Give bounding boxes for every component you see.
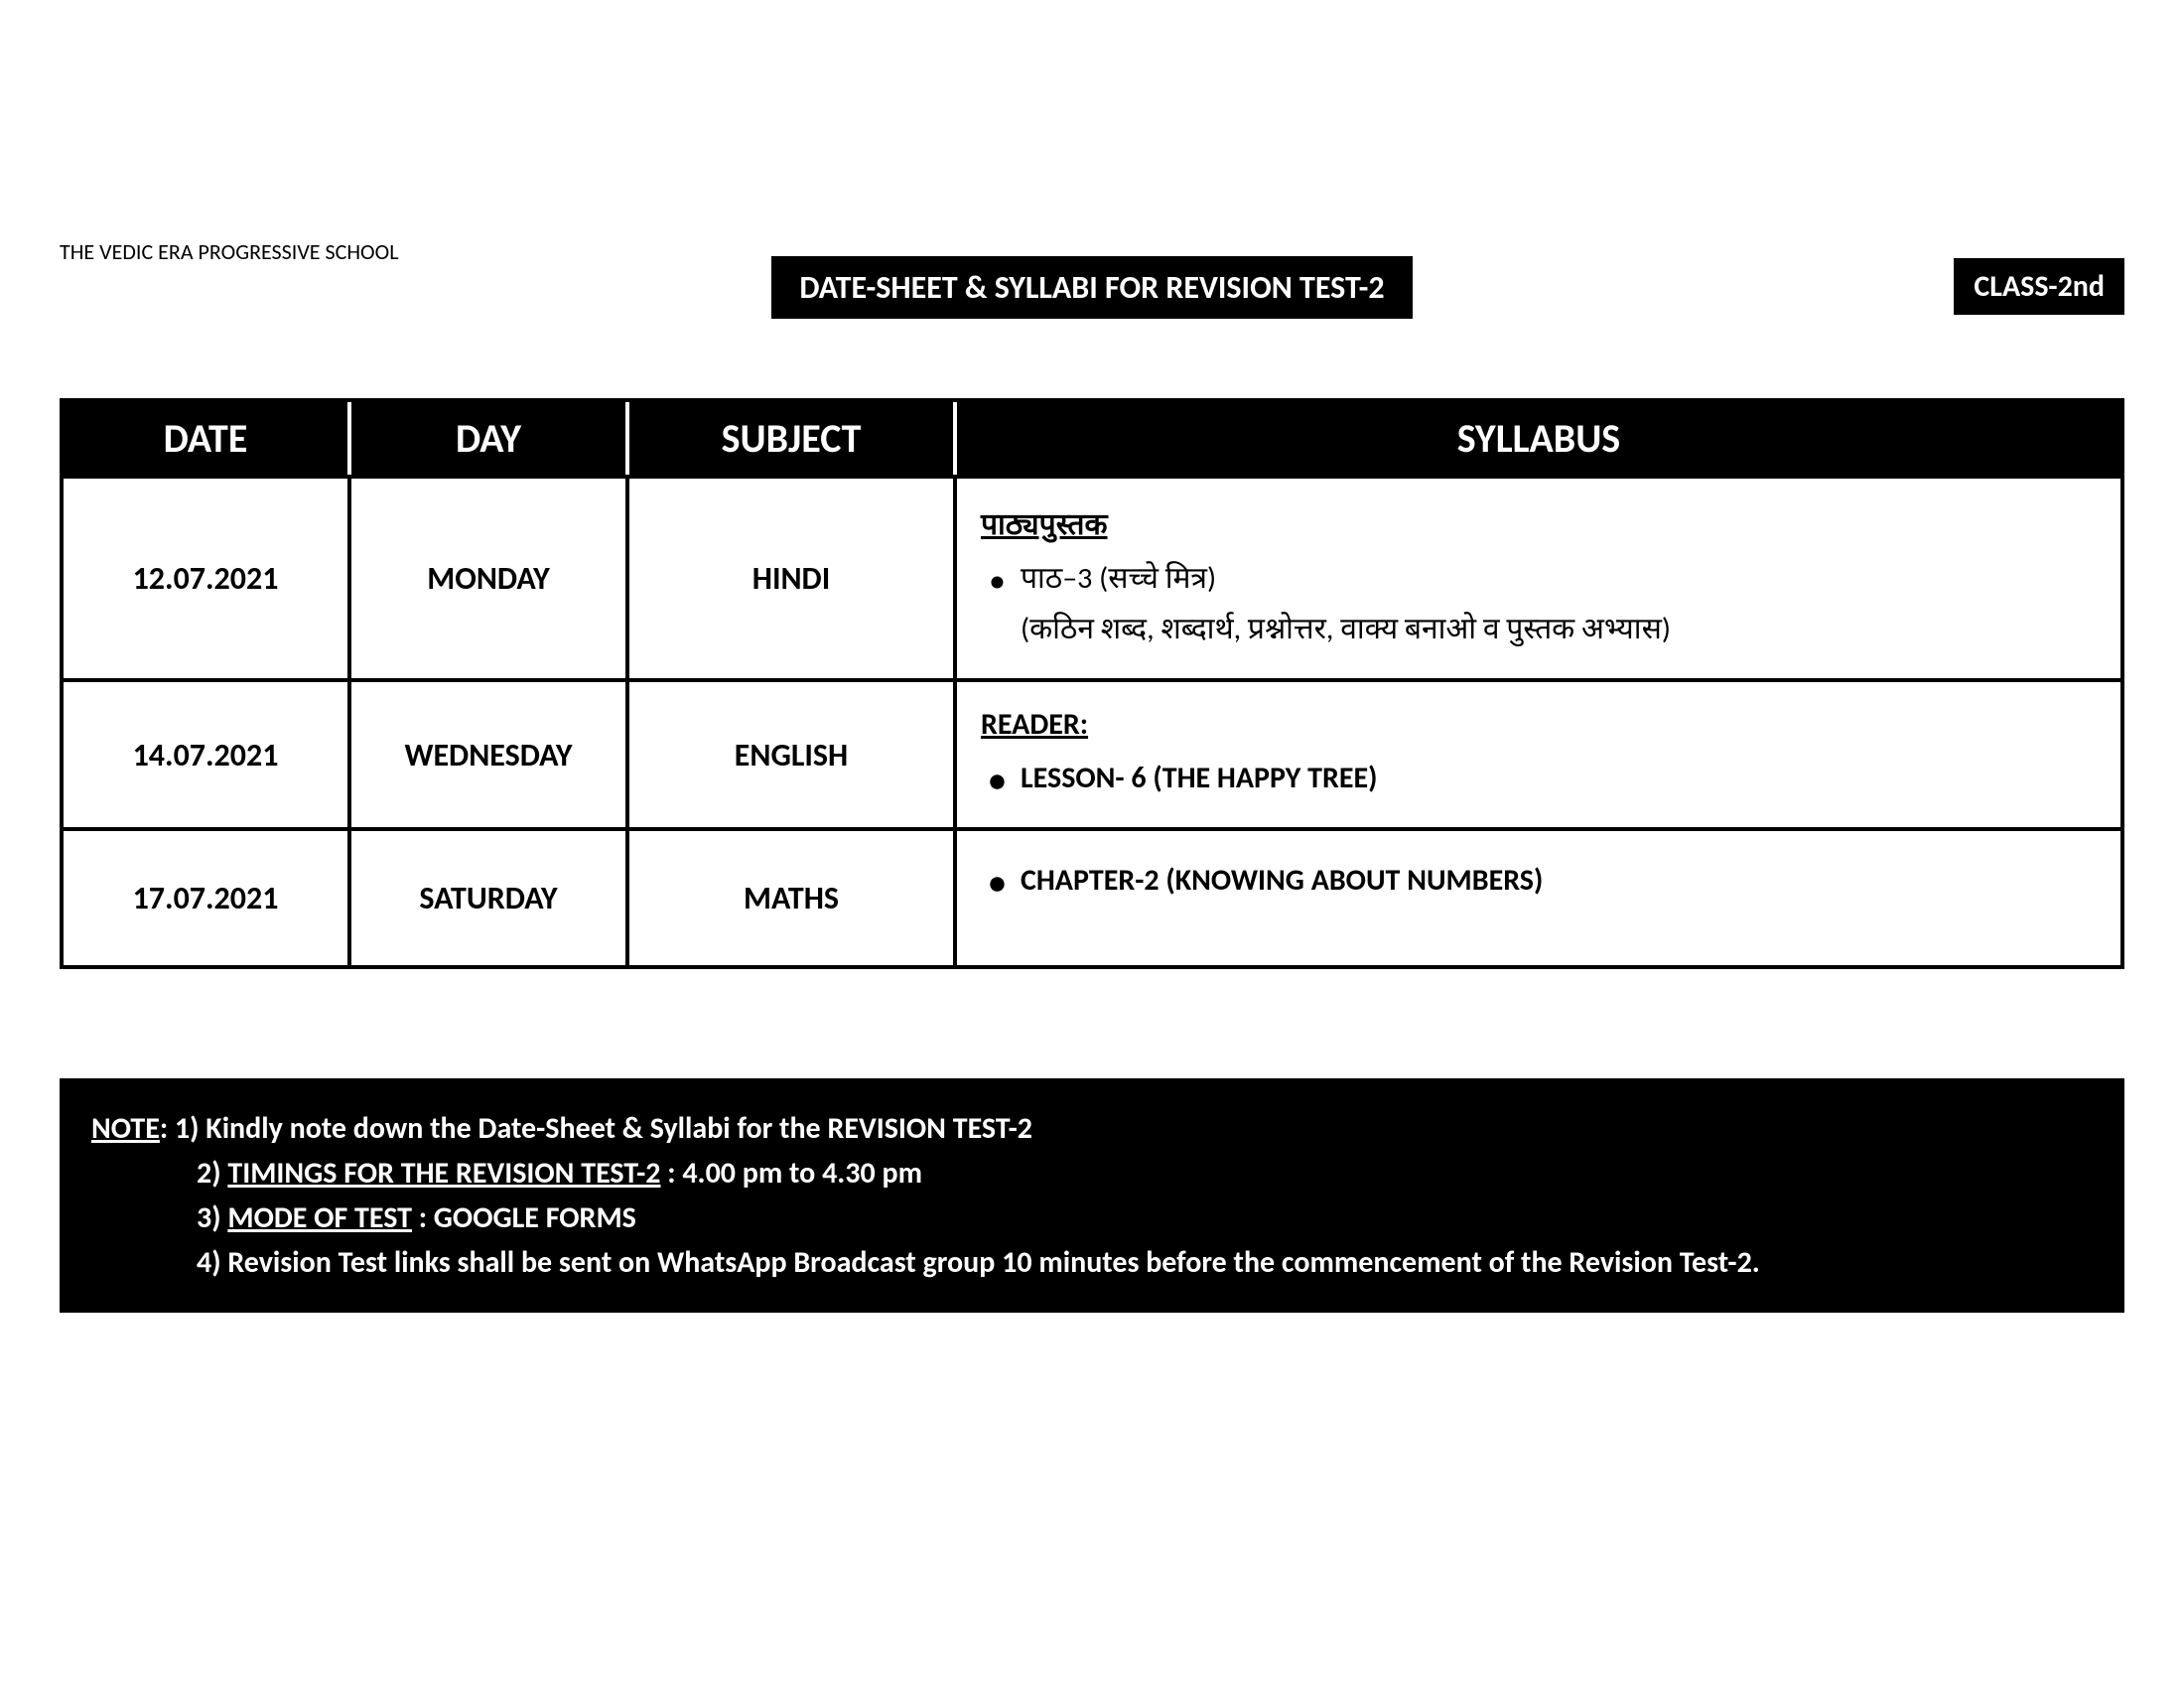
note-line-1: NOTE: 1) Kindly note down the Date-Sheet… xyxy=(91,1106,2093,1151)
table-row: 17.07.2021 SATURDAY MATHS CHAPTER-2 (KNO… xyxy=(64,827,2120,965)
note-text: : 1) Kindly note down the Date-Sheet & S… xyxy=(160,1110,1032,1147)
table-row: 14.07.2021 WEDNESDAY ENGLISH READER: LES… xyxy=(64,678,2120,827)
note-suffix: : 4.00 pm to 4.30 pm xyxy=(661,1155,922,1192)
school-name: THE VEDIC ERA PROGRESSIVE SCHOOL xyxy=(60,238,398,265)
col-header-subject: SUBJECT xyxy=(629,402,957,475)
table-header-row: DATE DAY SUBJECT SYLLABUS xyxy=(64,402,2120,475)
syllabus-bullet: CHAPTER-2 (KNOWING ABOUT NUMBERS) xyxy=(981,855,2097,906)
syllabus-heading: READER: xyxy=(981,706,2097,743)
syllabus-bullet: पाठ–3 (सच्चे मित्र) xyxy=(981,553,2097,604)
note-line-3: 3) MODE OF TEST : GOOGLE FORMS xyxy=(91,1196,2093,1240)
title-badge: DATE-SHEET & SYLLABI FOR REVISION TEST-2 xyxy=(771,256,1412,319)
col-header-day: DAY xyxy=(351,402,629,475)
class-badge: CLASS-2nd xyxy=(1954,258,2124,315)
datesheet-table: DATE DAY SUBJECT SYLLABUS 12.07.2021 MON… xyxy=(60,398,2124,969)
cell-date: 14.07.2021 xyxy=(64,678,351,827)
cell-day: MONDAY xyxy=(351,475,629,678)
note-prefix: 3) xyxy=(197,1199,227,1236)
syllabus-sub: (कठिन शब्द, शब्दार्थ, प्रश्नोत्तर, वाक्य… xyxy=(981,604,2097,654)
note-suffix: : GOOGLE FORMS xyxy=(412,1199,636,1236)
col-header-syllabus: SYLLABUS xyxy=(957,402,2120,475)
cell-subject: ENGLISH xyxy=(629,678,957,827)
table-body: 12.07.2021 MONDAY HINDI पाठ्यपुस्तक पाठ–… xyxy=(64,475,2120,965)
cell-date: 17.07.2021 xyxy=(64,827,351,965)
cell-syllabus: CHAPTER-2 (KNOWING ABOUT NUMBERS) xyxy=(957,827,2120,965)
note-line-4: 4) Revision Test links shall be sent on … xyxy=(91,1240,2093,1285)
note-label: NOTE xyxy=(91,1110,160,1147)
cell-subject: MATHS xyxy=(629,827,957,965)
note-text: 4) Revision Test links shall be sent on … xyxy=(91,1240,1760,1285)
note-line-2: 2) TIMINGS FOR THE REVISION TEST-2 : 4.0… xyxy=(91,1151,2093,1196)
note-underline: TIMINGS FOR THE REVISION TEST-2 xyxy=(227,1155,660,1192)
syllabus-heading: पाठ्यपुस्तक xyxy=(981,502,2097,543)
cell-day: WEDNESDAY xyxy=(351,678,629,827)
notes-box: NOTE: 1) Kindly note down the Date-Sheet… xyxy=(60,1078,2124,1313)
note-underline: MODE OF TEST xyxy=(227,1199,412,1236)
cell-day: SATURDAY xyxy=(351,827,629,965)
table-row: 12.07.2021 MONDAY HINDI पाठ्यपुस्तक पाठ–… xyxy=(64,475,2120,678)
cell-syllabus: पाठ्यपुस्तक पाठ–3 (सच्चे मित्र) (कठिन शब… xyxy=(957,475,2120,678)
col-header-date: DATE xyxy=(64,402,351,475)
cell-date: 12.07.2021 xyxy=(64,475,351,678)
cell-syllabus: READER: LESSON- 6 (THE HAPPY TREE) xyxy=(957,678,2120,827)
cell-subject: HINDI xyxy=(629,475,957,678)
syllabus-bullet: LESSON- 6 (THE HAPPY TREE) xyxy=(981,753,2097,803)
header-row: THE VEDIC ERA PROGRESSIVE SCHOOL DATE-SH… xyxy=(60,238,2124,319)
note-prefix: 2) xyxy=(197,1155,227,1192)
